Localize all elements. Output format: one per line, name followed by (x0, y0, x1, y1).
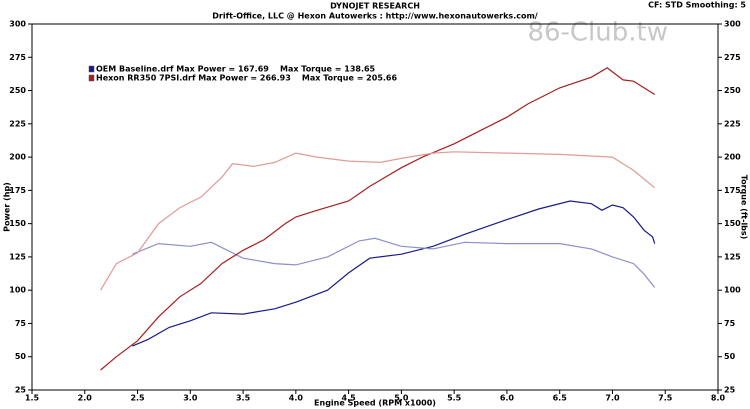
x-tick-label: 1.5 (25, 394, 40, 403)
y2-tick-label: 175 (724, 186, 741, 195)
plot-frame (31, 23, 719, 391)
y-tick-label: 125 (9, 252, 26, 261)
x-tick-label: 3.5 (236, 394, 251, 403)
legend-swatch (88, 74, 95, 82)
x-tick-label: 7.5 (658, 394, 673, 403)
y2-tick-label: 225 (724, 119, 741, 128)
series-line (132, 237, 656, 288)
y-tick-label: 50 (15, 352, 27, 361)
y-tick-label: 250 (9, 86, 26, 95)
x-tick-label: 6.5 (553, 394, 568, 403)
legend-entry: OEM Baseline.drf Max Power = 167.69 Max … (96, 65, 376, 74)
x-tick-label: 3.0 (183, 394, 198, 403)
chart-subtitle: Drift-Office, LLC @ Hexon Autowerks : ht… (212, 12, 538, 21)
y2-tick-label: 125 (724, 252, 741, 261)
x-tick-label: 7.0 (605, 394, 620, 403)
y-axis-label: Power (hp) (3, 182, 12, 232)
watermark: 86-Club.tw (527, 18, 668, 48)
x-tick-label: 5.0 (394, 394, 409, 403)
series-line (100, 151, 656, 291)
y-tick-label: 25 (15, 386, 27, 395)
x-tick-label: 4.5 (342, 394, 357, 403)
x-tick-label: 4.0 (289, 394, 304, 403)
legend-swatch (88, 65, 95, 73)
x-tick-label: 8.0 (711, 394, 726, 403)
y-tick-label: 175 (9, 186, 26, 195)
y-tick-label: 300 (9, 20, 26, 29)
y2-tick-label: 250 (724, 86, 741, 95)
y2-tick-label: 50 (724, 352, 736, 361)
y2-tick-label: 100 (724, 286, 741, 295)
y-tick-label: 225 (9, 119, 26, 128)
y-tick-label: 75 (15, 319, 27, 328)
y-tick-label: 100 (9, 286, 26, 295)
y2-tick-label: 25 (724, 386, 736, 395)
y2-axis-label: Torque (ft-lbs) (740, 175, 749, 240)
y-tick-label: 150 (9, 219, 26, 228)
x-tick-label: 5.5 (447, 394, 462, 403)
series-line (132, 200, 656, 347)
y2-tick-label: 275 (724, 53, 741, 62)
y2-tick-label: 75 (724, 319, 736, 328)
y-tick-label: 200 (9, 153, 26, 162)
y2-tick-label: 150 (724, 219, 741, 228)
y2-tick-label: 300 (724, 20, 741, 29)
x-tick-label: 6.0 (500, 394, 515, 403)
chart-title: DYNOJET RESEARCH (330, 2, 420, 11)
x-axis-label: Engine Speed (RPM x1000) (314, 399, 436, 408)
y-tick-label: 275 (9, 53, 26, 62)
series-line (100, 67, 656, 371)
settings-text: CF: STD Smoothing: 5 (648, 1, 746, 10)
x-tick-label: 2.0 (78, 394, 93, 403)
y2-tick-label: 200 (724, 153, 741, 162)
x-tick-label: 2.5 (130, 394, 145, 403)
legend-entry: Hexon RR350 7PSI.drf Max Power = 266.93 … (96, 74, 397, 83)
